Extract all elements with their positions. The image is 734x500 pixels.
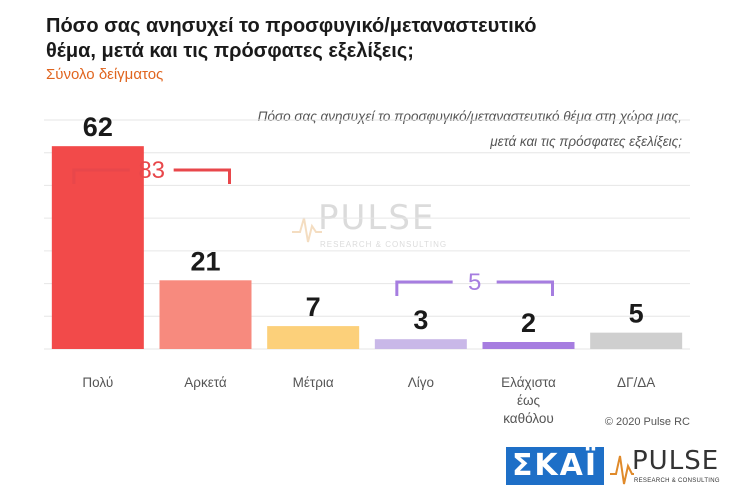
chart-title: Πόσο σας ανησυχεί το προσφυγικό/μεταναστ…	[46, 14, 666, 64]
pulse-logo: PULSE RESEARCH & CONSULTING	[610, 446, 720, 488]
question-line-2: μετά και τις πρόσφατες εξελίξεις;	[490, 134, 682, 149]
bar-value-label: 62	[83, 112, 113, 142]
title-line-2: θέμα, μετά και τις πρόσφατες εξελίξεις;	[46, 40, 414, 62]
bar-chart: 62 Πολύ 21 Αρκετά 7 Μέτρια 3 Λίγο 2 Ελάχιστα έως κα…	[44, 112, 690, 426]
pulse-logo-word: PULSE	[632, 446, 720, 476]
category-label: έως	[517, 393, 541, 408]
bracket-right	[173, 168, 231, 184]
category-label: Πολύ	[82, 375, 113, 390]
bar-5	[482, 342, 575, 349]
pulse-logo-sub: RESEARCH & CONSULTING	[634, 478, 720, 484]
category-label: ΔΓ/ΔΑ	[617, 375, 655, 390]
bar-value-label: 7	[306, 292, 321, 322]
category-label: Αρκετά	[184, 375, 227, 390]
bracket-label: 83	[138, 157, 165, 184]
bar-value-label: 3	[413, 305, 428, 335]
category-label: Λίγο	[408, 375, 434, 390]
chart-subtitle: Σύνολο δείγματος	[46, 66, 164, 83]
watermark-sub: RESEARCH & CONSULTING	[320, 240, 448, 249]
bracket-right	[496, 280, 554, 296]
bar-value-label: 2	[521, 308, 536, 338]
bar-1	[51, 146, 144, 349]
copyright-text: © 2020 Pulse RC	[604, 416, 690, 428]
skai-logo: ΣΚΑΪ	[506, 447, 604, 485]
category-label: Ελάχιστα	[501, 375, 556, 390]
bar-value-label: 21	[190, 246, 220, 276]
bracket-left	[395, 280, 453, 296]
bracket-left	[72, 168, 130, 184]
bar-2	[159, 280, 252, 349]
bar-3	[267, 326, 360, 349]
bar-4	[374, 339, 467, 349]
bar-value-label: 5	[629, 299, 644, 329]
pulse-logo-wave-icon	[610, 455, 634, 485]
pulse-wave-icon	[292, 217, 322, 243]
category-label: Μέτρια	[293, 375, 334, 390]
title-line-1: Πόσο σας ανησυχεί το προσφυγικό/μεταναστ…	[46, 15, 537, 37]
bracket-label: 5	[468, 269, 481, 296]
category-label: καθόλου	[503, 411, 554, 426]
bar-6	[590, 332, 683, 349]
